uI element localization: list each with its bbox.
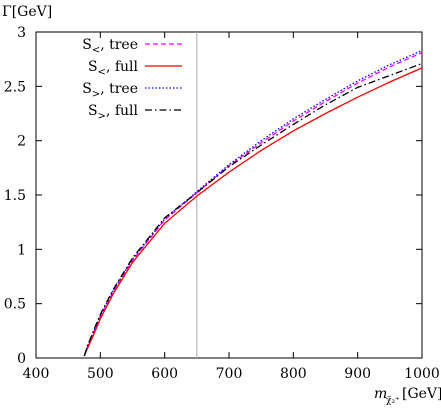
y-tick-label: 3	[17, 25, 26, 41]
x-axis-title-subscript: χ̃₂⁺	[386, 395, 400, 406]
y-axis-title: Γ[GeV]	[2, 4, 52, 20]
x-tick-label: 400	[23, 366, 50, 382]
y-tick-label: 0.5	[4, 297, 26, 313]
plot-frame	[35, 31, 423, 359]
y-tick-label: 2.5	[4, 79, 26, 95]
x-axis-title: m χ̃₂⁺ [GeV]	[374, 386, 441, 406]
y-tick-label: 1.5	[4, 188, 26, 204]
x-axis-title-main: m	[374, 386, 387, 402]
legend-label-1: S<, tree	[82, 37, 138, 56]
legend-label-3: S>, tree	[82, 81, 138, 100]
y-tick-label: 0	[17, 351, 26, 367]
x-tick-label: 900	[344, 366, 371, 382]
y-tick-label: 2	[17, 134, 26, 150]
axis-ticks: 400 500 600 700 800 900 1000 0 0.5 1 1.5 2 2.5 3	[4, 25, 440, 382]
x-tick-label: 500	[87, 366, 114, 382]
y-tick-label: 1	[17, 242, 26, 258]
x-axis-title-unit: [GeV]	[402, 386, 441, 402]
series-line-4	[83, 62, 423, 357]
legend: S<, tree S<, full S>, tree S>, full	[82, 37, 182, 122]
legend-label-2: S<, full	[88, 59, 139, 78]
series-line-1	[83, 52, 423, 357]
series-group	[83, 49, 423, 357]
x-tick-label: 1000	[404, 366, 440, 382]
series-line-2	[83, 67, 423, 357]
x-tick-label: 800	[280, 366, 307, 382]
x-tick-label: 600	[151, 366, 178, 382]
x-tick-label: 700	[216, 366, 243, 382]
legend-label-4: S>, full	[88, 103, 139, 122]
